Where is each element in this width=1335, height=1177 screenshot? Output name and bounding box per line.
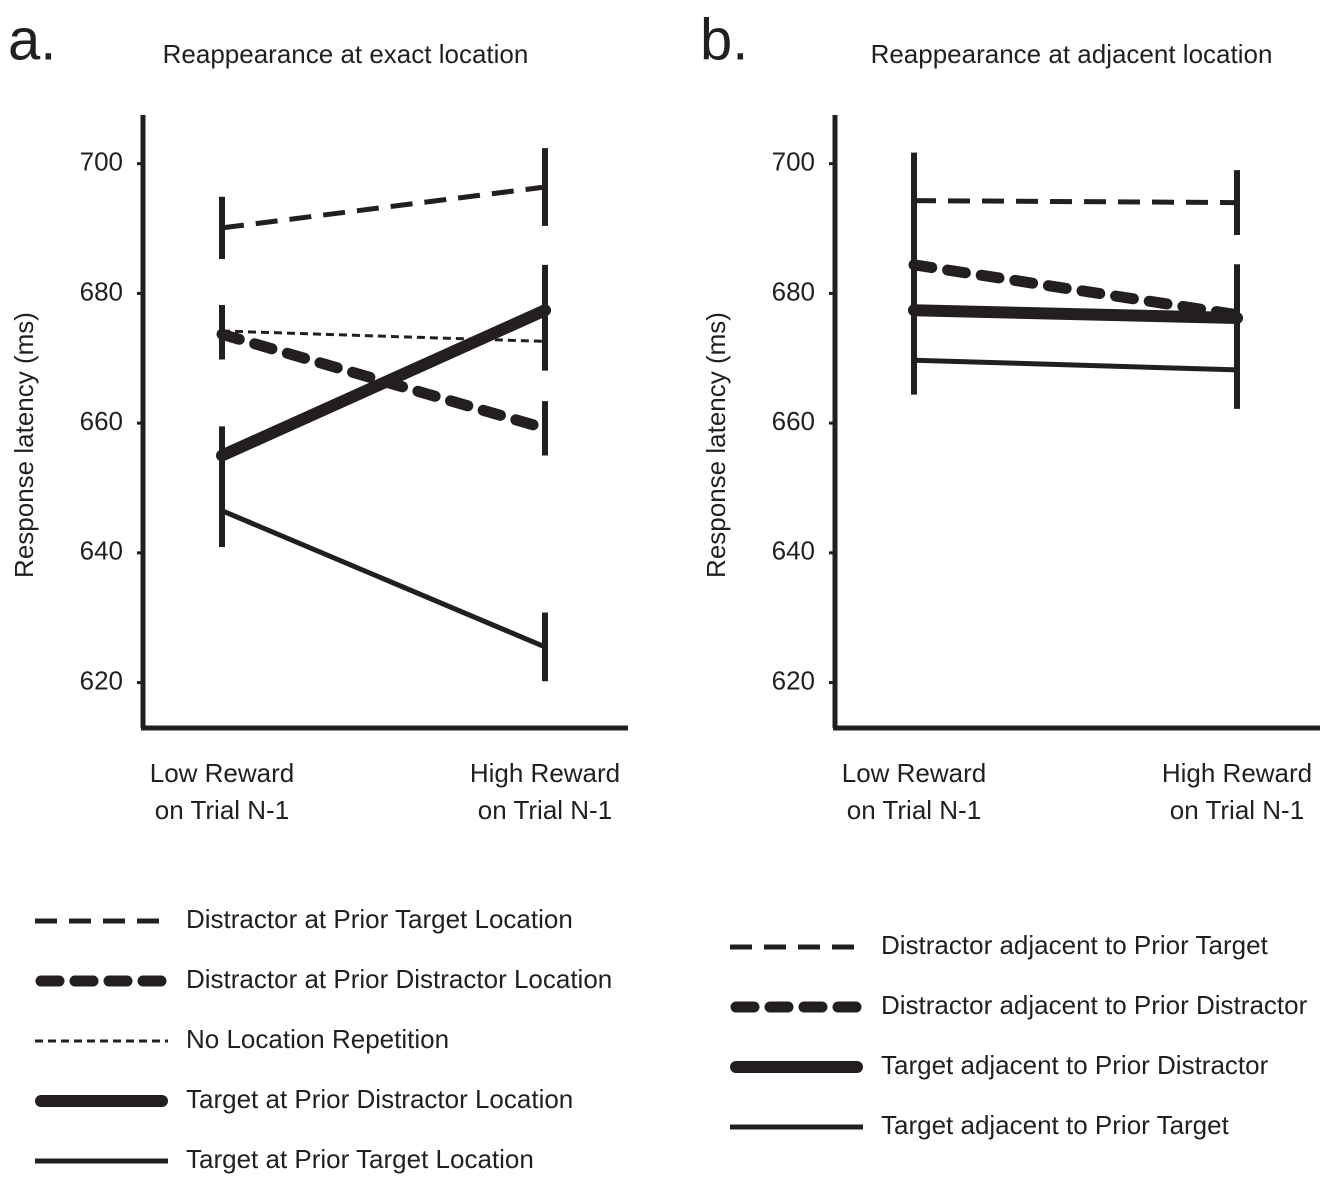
y-tick-label: 620 <box>80 665 123 695</box>
x-tick-label: High Reward on Trial N-1 <box>1161 758 1313 825</box>
data-line <box>221 184 546 231</box>
legend-label: Target adjacent to Prior Distractor <box>881 1050 1269 1080</box>
y-tick-label: 660 <box>80 406 123 436</box>
legend-label: Distractor adjacent to Prior Target <box>881 930 1269 960</box>
legend-label: No Location Repetition <box>186 1024 449 1054</box>
y-tick-label: 680 <box>80 276 123 306</box>
y-tick-label: 620 <box>772 665 815 695</box>
data-line <box>216 304 551 462</box>
y-tick-label: 640 <box>772 536 815 566</box>
y-axis-label: Response latency (ms) <box>9 312 39 578</box>
chart-title: Reappearance at adjacent location <box>871 39 1273 69</box>
y-tick-label: 700 <box>80 147 123 177</box>
y-tick-label: 660 <box>772 406 815 436</box>
panel-label: a. <box>8 7 56 72</box>
x-tick-label: Low Reward on Trial N-1 <box>149 758 295 825</box>
legend-label: Target at Prior Distractor Location <box>186 1084 573 1114</box>
legend-label: Distractor at Prior Distractor Location <box>186 964 612 994</box>
x-tick-label: Low Reward on Trial N-1 <box>841 758 987 825</box>
data-line <box>221 329 546 343</box>
data-line <box>913 357 1238 373</box>
legend-label: Distractor adjacent to Prior Distractor <box>881 990 1308 1020</box>
data-line <box>913 198 1238 206</box>
y-axis-label: Response latency (ms) <box>701 312 731 578</box>
y-tick-label: 680 <box>772 276 815 306</box>
chart-title: Reappearance at exact location <box>163 39 529 69</box>
y-tick-label: 640 <box>80 536 123 566</box>
x-tick-label: High Reward on Trial N-1 <box>469 758 621 825</box>
legend-label: Target adjacent to Prior Target <box>881 1110 1230 1140</box>
data-line <box>908 259 1243 321</box>
data-line <box>908 304 1243 325</box>
panel-label: b. <box>700 7 748 72</box>
data-line <box>221 508 546 650</box>
y-tick-label: 700 <box>772 147 815 177</box>
legend-label: Distractor at Prior Target Location <box>186 904 573 934</box>
legend-label: Target at Prior Target Location <box>186 1144 534 1174</box>
